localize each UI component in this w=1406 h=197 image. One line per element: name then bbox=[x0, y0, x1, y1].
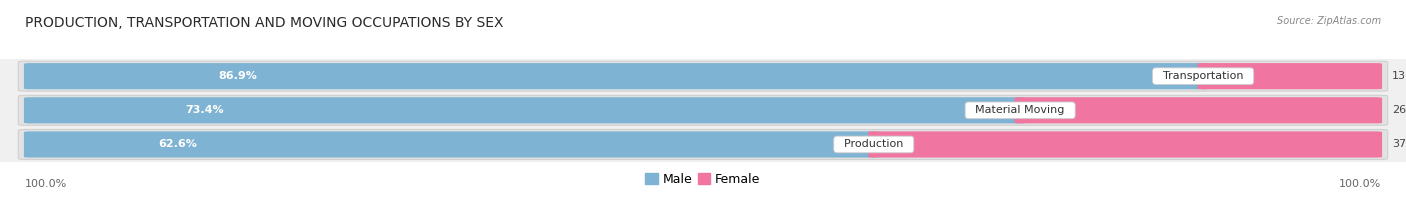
FancyBboxPatch shape bbox=[18, 129, 1388, 159]
Text: 26.6%: 26.6% bbox=[1392, 105, 1406, 115]
FancyBboxPatch shape bbox=[24, 63, 1209, 89]
Text: 86.9%: 86.9% bbox=[218, 71, 257, 81]
Legend: Male, Female: Male, Female bbox=[641, 168, 765, 191]
Text: Production: Production bbox=[837, 139, 911, 150]
Text: 62.6%: 62.6% bbox=[159, 139, 197, 150]
Text: 100.0%: 100.0% bbox=[25, 179, 67, 189]
Text: PRODUCTION, TRANSPORTATION AND MOVING OCCUPATIONS BY SEX: PRODUCTION, TRANSPORTATION AND MOVING OC… bbox=[25, 16, 503, 30]
FancyBboxPatch shape bbox=[0, 6, 1406, 55]
Text: 37.4%: 37.4% bbox=[1392, 139, 1406, 150]
FancyBboxPatch shape bbox=[18, 61, 1388, 91]
FancyBboxPatch shape bbox=[24, 97, 1026, 123]
FancyBboxPatch shape bbox=[18, 95, 1388, 125]
Text: 13.1%: 13.1% bbox=[1392, 71, 1406, 81]
Text: Source: ZipAtlas.com: Source: ZipAtlas.com bbox=[1277, 16, 1381, 26]
FancyBboxPatch shape bbox=[868, 131, 1382, 158]
FancyBboxPatch shape bbox=[0, 59, 1406, 162]
FancyBboxPatch shape bbox=[1015, 97, 1382, 123]
FancyBboxPatch shape bbox=[1198, 63, 1382, 89]
Text: 73.4%: 73.4% bbox=[186, 105, 224, 115]
Text: Transportation: Transportation bbox=[1156, 71, 1250, 81]
FancyBboxPatch shape bbox=[24, 131, 879, 158]
Text: Material Moving: Material Moving bbox=[969, 105, 1071, 115]
Text: 100.0%: 100.0% bbox=[1339, 179, 1381, 189]
